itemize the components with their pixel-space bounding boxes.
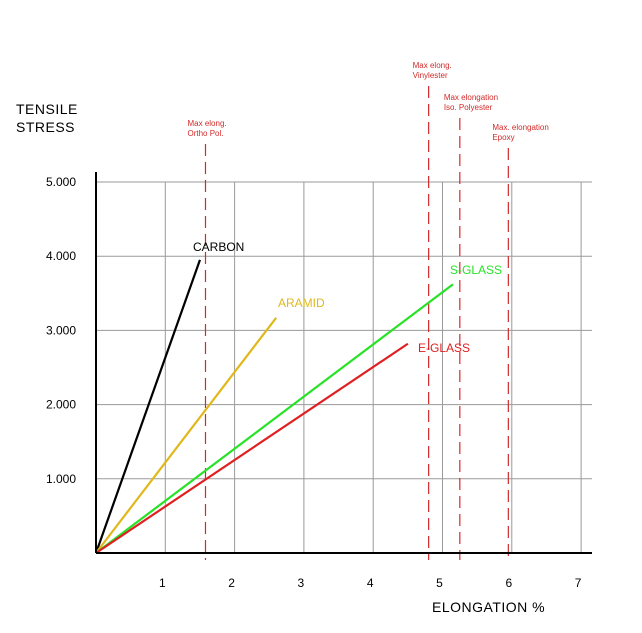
y-tick-label-3: 4.000 xyxy=(46,249,76,263)
series-line-e-glass xyxy=(95,342,409,554)
series-line-carbon xyxy=(94,259,201,554)
series-line-aramid xyxy=(95,317,278,554)
y-tick-label-2: 3.000 xyxy=(46,323,76,337)
ref-label-1: Max elong. Vinylester xyxy=(413,61,452,80)
x-axis-title: ELONGATION % xyxy=(432,599,545,615)
reference-lines xyxy=(204,86,509,560)
labels: Max elong. Ortho Pol. Max elong. Vinylester… xyxy=(16,61,582,615)
y-tick-label-4: 5.000 xyxy=(46,175,76,189)
grid xyxy=(96,181,592,553)
y-axis-title: TENSILE STRESS xyxy=(16,101,78,135)
y-tick-label-0: 1.000 xyxy=(46,472,76,486)
axes xyxy=(95,172,592,554)
series-line-s-glass xyxy=(95,283,454,554)
x-tick-label-2: 3 xyxy=(298,576,305,590)
x-tick-label-3: 4 xyxy=(367,576,374,590)
y-tick-label-1: 2.000 xyxy=(46,398,76,412)
x-tick-label-5: 6 xyxy=(505,576,512,590)
series-label-aramid: ARAMID xyxy=(278,296,325,310)
series-label-e-glass: E-GLASS xyxy=(418,341,470,355)
ref-label-3: Max. elongation Epoxy xyxy=(492,123,548,142)
x-tick-label-4: 5 xyxy=(436,576,443,590)
x-tick-label-6: 7 xyxy=(575,576,582,590)
x-tick-label-0: 1 xyxy=(159,576,166,590)
series-label-carbon: CARBON xyxy=(193,240,244,254)
ref-label-2: Max elongation Iso. Polyester xyxy=(444,93,498,112)
x-tick-label-1: 2 xyxy=(228,576,235,590)
series xyxy=(94,259,454,554)
series-label-s-glass: S-GLASS xyxy=(450,263,502,277)
ref-label-0: Max elong. Ortho Pol. xyxy=(187,119,226,138)
